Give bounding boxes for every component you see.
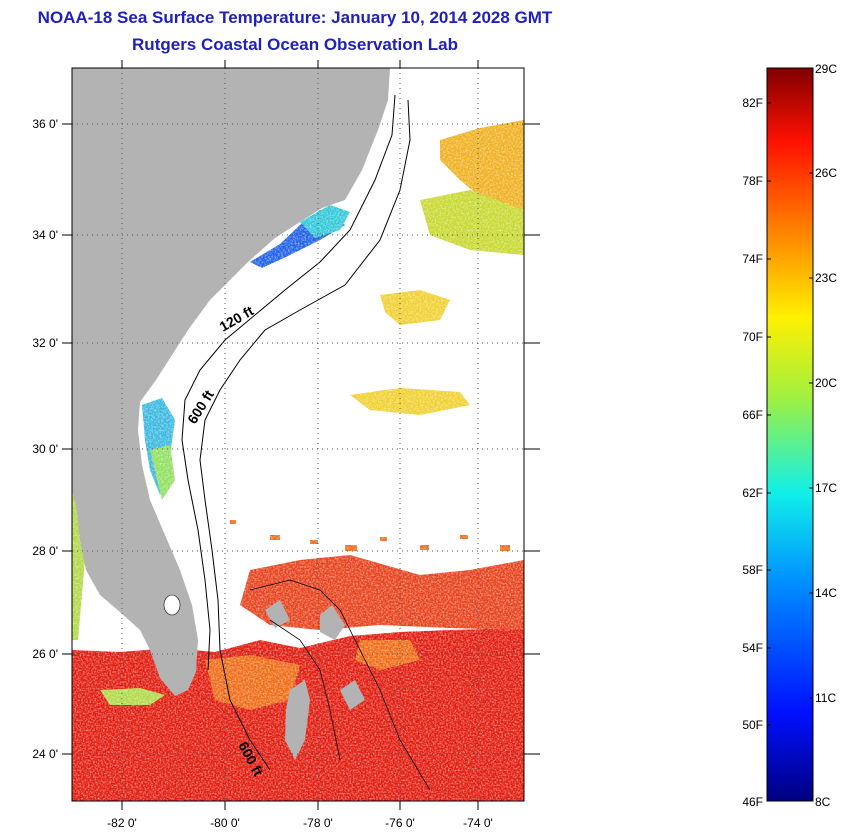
colorbar-c-label: 11C xyxy=(815,691,836,705)
lon-label: -82 0' xyxy=(107,816,137,830)
map-subtitle: Rutgers Coastal Ocean Observation Lab xyxy=(132,35,458,54)
lon-label: -74 0' xyxy=(463,816,493,830)
colorbar-f-label: 62F xyxy=(742,486,763,500)
colorbar-f-label: 58F xyxy=(742,563,763,577)
lat-label: 34 0' xyxy=(32,228,58,242)
bahamas-andros xyxy=(285,680,310,760)
colorbar-c-label: 23C xyxy=(815,271,837,285)
colorbar-f-label: 66F xyxy=(742,408,763,422)
colorbar-c-label: 26C xyxy=(815,166,837,180)
colorbar-f-label: 54F xyxy=(742,641,763,655)
contour-120ft xyxy=(181,94,396,671)
lat-label: 28 0' xyxy=(32,544,58,558)
colorbar-f-label: 74F xyxy=(742,252,763,266)
lat-label: 26 0' xyxy=(32,647,58,661)
lon-label: -80 0' xyxy=(210,816,240,830)
colorbar-f-label: 82F xyxy=(742,96,763,110)
colorbar xyxy=(766,67,814,802)
lon-label: -78 0' xyxy=(303,816,333,830)
colorbar-f-label: 50F xyxy=(742,718,763,732)
lat-label: 30 0' xyxy=(32,442,58,456)
colorbar-c-label: 20C xyxy=(815,376,837,390)
colorbar-c-label: 17C xyxy=(815,481,837,495)
contour-600ft xyxy=(199,99,411,771)
colorbar-f-label: 70F xyxy=(742,330,763,344)
contour-bahamas xyxy=(249,579,431,791)
bahamas-islands xyxy=(265,600,365,710)
map-title: NOAA-18 Sea Surface Temperature: January… xyxy=(37,8,553,27)
grid xyxy=(72,68,524,801)
lon-label: -76 0' xyxy=(385,816,415,830)
colorbar-f-label: 78F xyxy=(742,174,763,188)
colorbar-ticks xyxy=(767,102,813,726)
us-mainland xyxy=(72,68,390,696)
lat-label: 36 0' xyxy=(32,117,58,131)
map-frame xyxy=(71,67,525,802)
colorbar-c-label: 8C xyxy=(815,795,831,809)
colorbar-c-label: 14C xyxy=(815,586,837,600)
colorbar-c-label: 29C xyxy=(815,62,837,76)
map-ticks xyxy=(62,60,540,810)
lat-label: 32 0' xyxy=(32,336,58,350)
lat-label: 24 0' xyxy=(32,747,58,761)
colorbar-f-label: 46F xyxy=(742,795,763,809)
